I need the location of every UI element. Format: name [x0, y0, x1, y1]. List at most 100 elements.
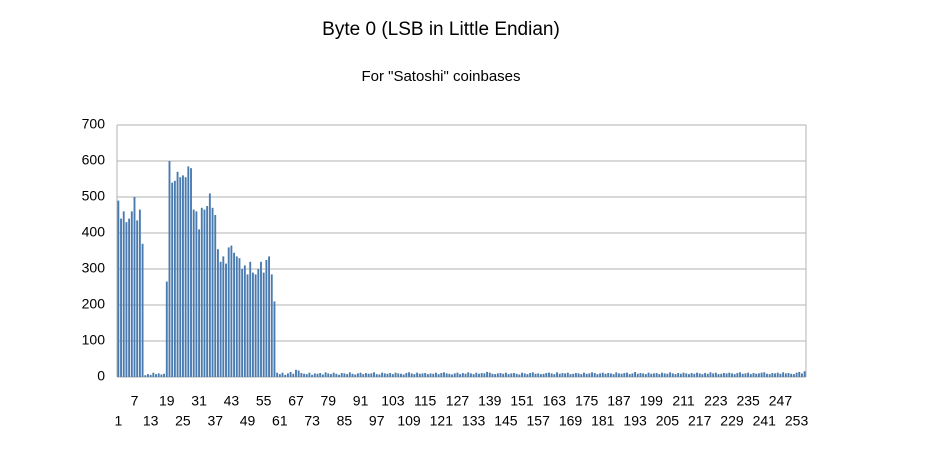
- bar: [766, 373, 768, 377]
- bar: [580, 374, 583, 377]
- bar: [254, 274, 257, 377]
- bar: [184, 177, 187, 377]
- bar: [246, 274, 249, 377]
- bar: [122, 211, 125, 377]
- bar: [496, 373, 499, 377]
- bar: [397, 373, 400, 377]
- x-tick-label: 199: [640, 393, 664, 409]
- x-tick-label: 133: [462, 413, 486, 429]
- x-tick-label: 7: [131, 393, 139, 409]
- x-tick-label: 217: [688, 413, 712, 429]
- bar: [200, 207, 203, 377]
- bar: [779, 373, 782, 377]
- bar: [434, 372, 437, 377]
- bar: [566, 372, 569, 377]
- x-tick-label: 175: [575, 393, 599, 409]
- bar: [273, 301, 276, 377]
- bar: [507, 374, 510, 377]
- bar: [305, 374, 308, 377]
- bar: [338, 374, 340, 377]
- bar: [257, 269, 260, 377]
- bar: [133, 197, 136, 377]
- y-tick-label: 300: [82, 260, 106, 276]
- x-tick-label: 229: [720, 413, 744, 429]
- bar: [373, 372, 375, 377]
- bar: [518, 374, 521, 377]
- bar: [604, 373, 607, 377]
- bar: [128, 218, 131, 377]
- bar: [168, 161, 171, 377]
- bar: [421, 373, 424, 377]
- bar: [461, 373, 464, 377]
- bar: [478, 373, 480, 377]
- bar: [663, 373, 666, 377]
- x-tick-label: 247: [769, 393, 793, 409]
- x-tick-label: 181: [591, 413, 615, 429]
- x-tick-label: 163: [543, 393, 567, 409]
- bar: [370, 373, 373, 377]
- bar: [308, 372, 311, 377]
- chart-title: Byte 0 (LSB in Little Endian): [322, 19, 560, 40]
- x-tick-label: 205: [656, 413, 680, 429]
- bar: [459, 374, 462, 377]
- bar: [165, 281, 168, 377]
- bar: [281, 372, 284, 377]
- bar: [359, 372, 362, 377]
- x-tick-label: 13: [143, 413, 159, 429]
- bar: [531, 372, 534, 377]
- bar: [537, 373, 540, 377]
- bar: [558, 373, 561, 377]
- bar: [504, 372, 507, 377]
- bar: [117, 200, 120, 377]
- bar: [214, 215, 217, 377]
- bar: [494, 374, 497, 377]
- bar: [784, 373, 787, 377]
- bar: [736, 373, 739, 377]
- x-tick-label: 253: [785, 413, 809, 429]
- bar: [499, 373, 502, 377]
- bar: [534, 373, 537, 377]
- bar: [443, 372, 445, 377]
- bar: [235, 256, 238, 377]
- bar: [725, 373, 728, 377]
- bar: [717, 374, 720, 377]
- bar: [340, 373, 343, 377]
- bar: [426, 374, 429, 377]
- bar: [480, 373, 483, 377]
- bar: [265, 260, 268, 377]
- bar: [596, 374, 599, 377]
- bar: [747, 372, 750, 377]
- bar: [712, 373, 715, 377]
- bar: [701, 374, 704, 377]
- bar: [626, 372, 628, 377]
- bar: [755, 373, 758, 377]
- bar: [448, 373, 451, 377]
- bar: [241, 269, 244, 377]
- bar: [284, 374, 287, 377]
- bar: [437, 374, 440, 377]
- x-tick-label: 1: [114, 413, 122, 429]
- bar: [523, 373, 526, 377]
- x-tick-label: 145: [494, 413, 518, 429]
- bar: [125, 222, 128, 377]
- bar: [585, 373, 588, 377]
- bar: [483, 373, 486, 377]
- bar: [674, 374, 677, 377]
- bar: [410, 373, 413, 377]
- bar: [591, 372, 593, 377]
- bar: [690, 373, 693, 377]
- bar: [553, 374, 556, 377]
- bar: [416, 372, 419, 377]
- bar: [424, 373, 427, 377]
- bar: [190, 168, 192, 377]
- bar: [502, 373, 505, 377]
- bar: [696, 372, 698, 377]
- bar: [354, 374, 357, 377]
- x-tick-label: 187: [607, 393, 631, 409]
- bar: [515, 373, 518, 377]
- x-tick-label: 103: [381, 393, 405, 409]
- bar: [327, 373, 330, 377]
- bar: [749, 374, 752, 377]
- bar: [243, 265, 246, 377]
